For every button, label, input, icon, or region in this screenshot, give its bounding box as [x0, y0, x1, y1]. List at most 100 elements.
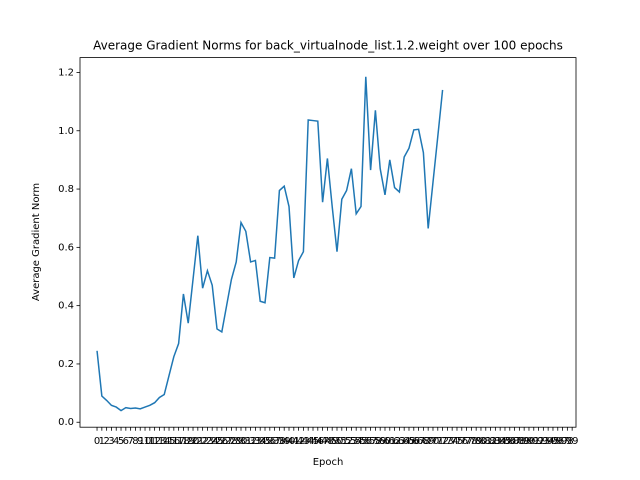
x-tick-label: 1 — [99, 436, 105, 447]
x-tick-label: 48 — [321, 436, 334, 447]
x-tick-label: 79 — [470, 436, 483, 447]
x-tick-label: 63 — [393, 436, 406, 447]
x-tick-label: 68 — [417, 436, 430, 447]
x-tick-label: 46 — [311, 436, 324, 447]
chart-title: Average Gradient Norms for back_virtualn… — [93, 39, 563, 53]
x-tick-label: 86 — [503, 436, 516, 447]
x-tick-label: 66 — [407, 436, 420, 447]
x-tick-label: 36 — [263, 436, 276, 447]
x-tick-label: 8 — [132, 436, 138, 447]
x-tick-label: 41 — [287, 436, 300, 447]
x-tick-label: 97 — [556, 436, 569, 447]
x-tick-label: 45 — [307, 436, 320, 447]
x-tick-label: 55 — [355, 436, 368, 447]
x-tick-label: 99 — [566, 436, 579, 447]
x-tick-label: 37 — [268, 436, 281, 447]
x-tick-label: 61 — [383, 436, 396, 447]
x-tick-label: 47 — [316, 436, 329, 447]
x-tick-label: 69 — [422, 436, 435, 447]
x-tick-label: 96 — [551, 436, 564, 447]
x-tick-label: 67 — [412, 436, 425, 447]
x-tick-label: 19 — [182, 436, 195, 447]
x-tick-label: 28 — [225, 436, 238, 447]
x-tick-label: 9 — [137, 436, 143, 447]
x-tick-label: 82 — [484, 436, 497, 447]
x-tick-label: 29 — [230, 436, 243, 447]
x-tick-label: 24 — [206, 436, 219, 447]
x-tick-label: 31 — [239, 436, 252, 447]
x-tick-label: 27 — [220, 436, 233, 447]
x-tick-label: 92 — [532, 436, 545, 447]
x-tick-label: 65 — [403, 436, 416, 447]
y-tick-label: 0.6 — [58, 242, 74, 253]
x-tick-label: 11 — [143, 436, 156, 447]
x-tick-label: 72 — [436, 436, 449, 447]
x-tick-label: 15 — [163, 436, 176, 447]
x-tick-label: 5 — [118, 436, 124, 447]
x-tick-label: 94 — [542, 436, 555, 447]
x-tick-label: 34 — [254, 436, 267, 447]
y-tick-label: 1.0 — [58, 126, 74, 137]
plot-frame — [79, 57, 577, 428]
x-tick-label: 42 — [292, 436, 305, 447]
y-tick-label: 1.2 — [58, 67, 74, 78]
x-tick-label: 43 — [297, 436, 310, 447]
y-tick-label: 0.8 — [58, 184, 74, 195]
y-axis-label: Average Gradient Norm — [31, 183, 42, 301]
x-tick-label: 18 — [177, 436, 190, 447]
x-tick-label: 58 — [369, 436, 382, 447]
x-tick-label: 32 — [244, 436, 257, 447]
x-tick-label: 81 — [479, 436, 492, 447]
x-tick-label: 75 — [451, 436, 464, 447]
x-tick-label: 57 — [364, 436, 377, 447]
x-tick-label: 93 — [537, 436, 550, 447]
y-tick-label: 0.4 — [58, 301, 74, 312]
x-tick-label: 17 — [172, 436, 185, 447]
x-tick-label: 51 — [335, 436, 348, 447]
x-tick-label: 56 — [359, 436, 372, 447]
x-tick-label: 25 — [211, 436, 224, 447]
x-tick-label: 33 — [249, 436, 262, 447]
x-tick-label: 50 — [331, 436, 344, 447]
x-tick-label: 70 — [427, 436, 440, 447]
x-tick-label: 4 — [113, 436, 119, 447]
x-tick-label: 13 — [153, 436, 166, 447]
x-tick-label: 76 — [455, 436, 468, 447]
x-tick-label: 98 — [561, 436, 574, 447]
x-tick-label: 0 — [94, 436, 100, 447]
x-tick-label: 35 — [259, 436, 272, 447]
x-tick-label: 62 — [388, 436, 401, 447]
x-tick-label: 88 — [513, 436, 526, 447]
x-tick-label: 23 — [201, 436, 214, 447]
y-tick-label: 0.2 — [58, 359, 74, 370]
x-tick-label: 73 — [441, 436, 454, 447]
x-tick-label: 74 — [446, 436, 459, 447]
x-tick-label: 3 — [108, 436, 114, 447]
x-tick-label: 95 — [547, 436, 560, 447]
x-tick-label: 53 — [345, 436, 358, 447]
x-tick-label: 77 — [460, 436, 473, 447]
x-tick-label: 30 — [235, 436, 248, 447]
y-tick-label: 0.0 — [58, 417, 74, 428]
x-tick-label: 39 — [278, 436, 291, 447]
x-tick-label: 78 — [465, 436, 478, 447]
x-tick-label: 22 — [196, 436, 209, 447]
x-tick-label: 87 — [508, 436, 521, 447]
x-tick-label: 7 — [127, 436, 133, 447]
x-tick-label: 91 — [527, 436, 540, 447]
x-tick-label: 12 — [148, 436, 161, 447]
x-tick-label: 71 — [431, 436, 444, 447]
x-tick-label: 49 — [326, 436, 339, 447]
x-tick-label: 44 — [302, 436, 315, 447]
x-tick-label: 54 — [350, 436, 363, 447]
x-tick-label: 89 — [518, 436, 531, 447]
x-tick-label: 21 — [191, 436, 204, 447]
x-tick-label: 60 — [379, 436, 392, 447]
x-axis-label: Epoch — [313, 457, 344, 468]
x-tick-label: 80 — [475, 436, 488, 447]
x-tick-label: 90 — [523, 436, 536, 447]
x-tick-label: 20 — [187, 436, 200, 447]
x-tick-label: 84 — [494, 436, 507, 447]
